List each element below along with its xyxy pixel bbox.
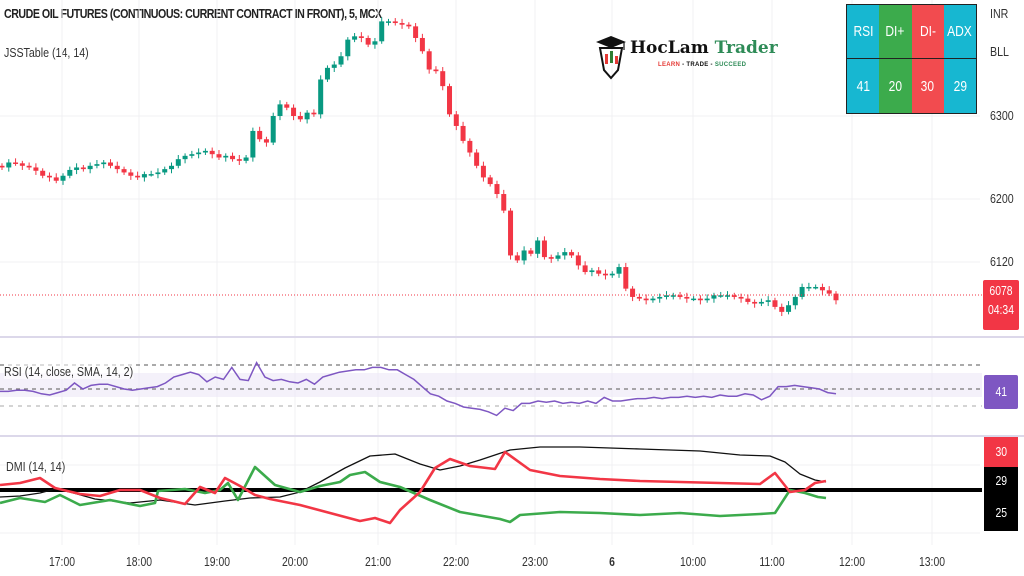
time-tick-1100: 11:00 xyxy=(759,554,785,569)
logo-text: HocLam Trader xyxy=(630,38,778,58)
currency-label[interactable]: INR xyxy=(990,6,1009,21)
price-tick-6300: 6300 xyxy=(990,108,1014,123)
time-tick-2000: 20:00 xyxy=(281,554,309,569)
time-tick-2300: 23:00 xyxy=(521,554,549,569)
dmi-indicator-label[interactable]: DMI (14, 14) xyxy=(6,459,66,474)
time-tick-1800: 18:00 xyxy=(125,554,153,569)
table-value-di-plus: 20 xyxy=(879,59,912,113)
chart-title: CRUDE OIL FUTURES (CONTINUOUS: CURRENT C… xyxy=(4,6,382,21)
dmi-di-plus-tag: 25 xyxy=(984,495,1018,531)
rsi-value-tag: 41 xyxy=(984,375,1018,409)
dmi-di-minus-tag: 30 xyxy=(984,437,1018,467)
time-tick-1200: 12:00 xyxy=(838,554,866,569)
table-header-di-minus: DI- xyxy=(911,5,944,59)
tagline-trade: TRADE xyxy=(686,62,709,68)
logo-name-hoclam: HocLam xyxy=(630,38,715,58)
time-tick-1300: 13:00 xyxy=(918,554,946,569)
tagline-learn: LEARN xyxy=(658,62,681,68)
table-value-di-minus: 30 xyxy=(911,59,944,113)
graduation-cap-candles-icon xyxy=(596,36,626,80)
dmi-adx-tag: 29 xyxy=(984,467,1018,495)
time-tick-2100: 21:00 xyxy=(364,554,392,569)
tagline-succeed: SUCCEED xyxy=(714,62,747,68)
time-tick-2200: 22:00 xyxy=(442,554,470,569)
table-value-rsi: 41 xyxy=(847,59,880,113)
indicator-label-jsstable[interactable]: JSSTable (14, 14) xyxy=(4,45,89,60)
time-tick-6: 6 xyxy=(609,554,615,569)
bar-countdown: 04:34 xyxy=(987,302,1015,317)
logo-name-trader: Trader xyxy=(714,38,778,58)
last-price-tag: 6078 04:34 xyxy=(983,280,1019,330)
hoclam-trader-logo: HocLam Trader LEARN - TRADE - SUCCEED xyxy=(594,34,778,80)
last-price-value: 6078 xyxy=(989,283,1013,298)
time-tick-1900: 19:00 xyxy=(203,554,231,569)
tagline-sep: - xyxy=(680,62,687,68)
unit-label[interactable]: BLL xyxy=(990,44,1009,59)
table-header-adx: ADX xyxy=(943,5,976,59)
logo-tagline: LEARN - TRADE - SUCCEED xyxy=(658,62,746,68)
table-value-adx: 29 xyxy=(943,59,976,113)
time-tick-1700: 17:00 xyxy=(48,554,76,569)
rsi-indicator-label[interactable]: RSI (14, close, SMA, 14, 2) xyxy=(4,364,134,379)
tagline-sep: - xyxy=(708,62,715,68)
jss-stats-table: RSI DI+ DI- ADX 41 20 30 29 xyxy=(846,4,977,114)
table-header-di-plus: DI+ xyxy=(879,5,912,59)
table-header-rsi: RSI xyxy=(847,5,880,59)
time-tick-1000: 10:00 xyxy=(679,554,707,569)
price-tick-6120: 6120 xyxy=(990,254,1014,269)
price-tick-6200: 6200 xyxy=(990,191,1014,206)
